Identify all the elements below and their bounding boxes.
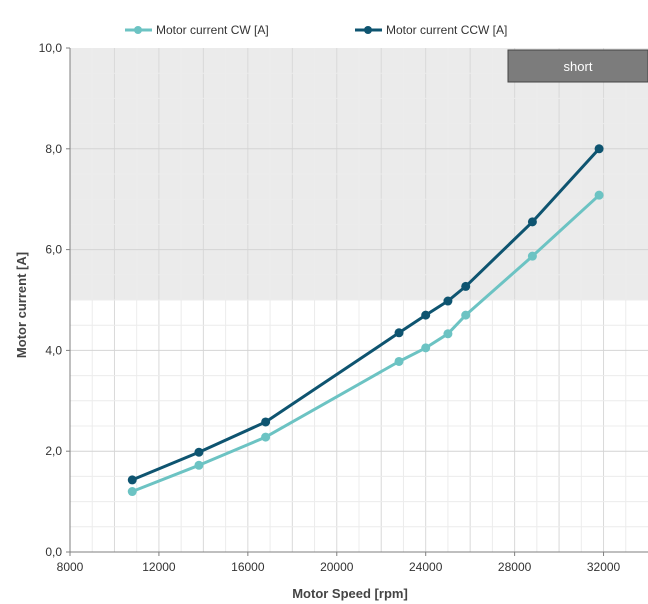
short-badge: short <box>507 49 648 83</box>
y-tick-label: 8,0 <box>45 142 62 156</box>
data-point-ccw <box>443 296 453 306</box>
grid <box>70 48 648 552</box>
y-axis-label: Motor current [A] <box>14 252 29 358</box>
x-tick-label: 24000 <box>409 560 443 574</box>
data-point-ccw <box>594 144 604 154</box>
x-tick-label: 8000 <box>57 560 84 574</box>
data-point-cw <box>527 251 537 261</box>
data-point-cw <box>594 190 604 200</box>
data-point-ccw <box>394 328 404 338</box>
legend-label-ccw: Motor current CCW [A] <box>386 23 507 37</box>
short-badge-label: short <box>564 59 593 74</box>
series <box>127 144 604 497</box>
y-tick-label: 2,0 <box>45 444 62 458</box>
axes <box>69 48 648 553</box>
data-point-ccw <box>127 475 137 485</box>
x-tick-label: 16000 <box>231 560 265 574</box>
data-point-ccw <box>461 281 471 291</box>
legend-marker-ccw <box>364 26 372 34</box>
y-tick-labels: 0,0 2,0 4,0 6,0 8,0 10,0 <box>39 41 70 559</box>
y-tick-label: 6,0 <box>45 243 62 257</box>
data-point-ccw <box>194 447 204 457</box>
x-tick-label: 20000 <box>320 560 354 574</box>
x-tick-labels: 8000 12000 16000 20000 24000 28000 32000 <box>57 552 621 574</box>
short-badge-box <box>507 49 648 83</box>
legend-label-cw: Motor current CW [A] <box>156 23 269 37</box>
data-point-ccw <box>421 310 431 320</box>
x-tick-label: 12000 <box>142 560 176 574</box>
x-tick-label: 32000 <box>587 560 621 574</box>
data-point-cw <box>421 343 431 353</box>
legend-marker-cw <box>134 26 142 34</box>
data-point-cw <box>261 432 271 442</box>
data-point-ccw <box>261 417 271 427</box>
data-point-cw <box>461 310 471 320</box>
y-tick-label: 0,0 <box>45 545 62 559</box>
y-tick-label: 4,0 <box>45 343 62 357</box>
x-tick-label: 28000 <box>498 560 532 574</box>
legend: Motor current CW [A] Motor current CCW [… <box>125 23 507 37</box>
data-point-cw <box>127 487 137 497</box>
y-tick-label: 10,0 <box>39 41 63 55</box>
data-point-cw <box>394 356 404 366</box>
x-axis-label: Motor Speed [rpm] <box>292 586 408 601</box>
data-point-cw <box>194 460 204 470</box>
data-point-cw <box>443 329 453 339</box>
data-point-ccw <box>527 217 537 227</box>
